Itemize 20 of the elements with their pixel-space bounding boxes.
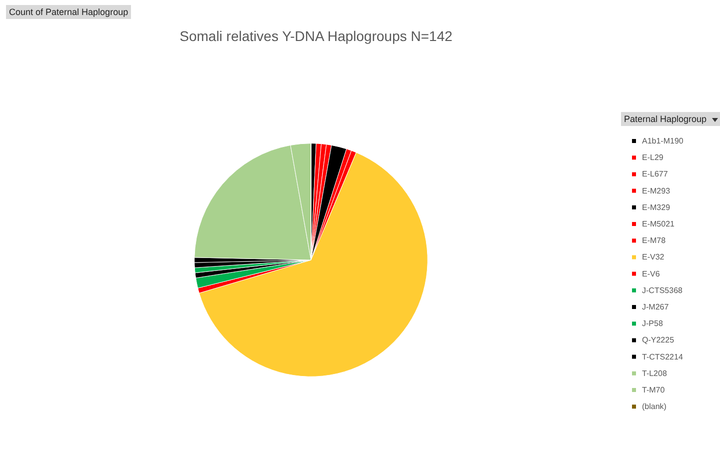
text: Count of Paternal Haplogroup xyxy=(6,5,132,19)
legend-label: A1b1-M190 xyxy=(642,136,684,146)
legend-label: Q-Y2225 xyxy=(642,336,675,345)
legend-title: Paternal Haplogroup xyxy=(624,114,707,124)
legend-label: J-CTS5368 xyxy=(642,286,684,295)
legend-label: E-M329 xyxy=(642,202,671,212)
legend-label: E-V6 xyxy=(642,269,660,278)
legend-label: T-M70 xyxy=(642,386,666,394)
chart-title: Somali relatives Y-DNA Haplogroups N=142 xyxy=(180,28,453,44)
legend-label: E-M5021 xyxy=(642,220,676,228)
legend-label: E-V32 xyxy=(642,252,665,262)
legend-label: J-P58 xyxy=(642,319,664,328)
legend-label: J-M267 xyxy=(642,302,670,312)
legend-label: E-L29 xyxy=(642,153,664,162)
legend-label: E-M78 xyxy=(642,236,666,246)
legend-label: E-M293 xyxy=(642,186,671,196)
legend-label: T-L208 xyxy=(642,368,668,378)
legend-label: (blank) xyxy=(642,402,667,412)
legend-label: T-CTS2214 xyxy=(642,352,684,362)
legend-label: E-L677 xyxy=(642,170,668,179)
